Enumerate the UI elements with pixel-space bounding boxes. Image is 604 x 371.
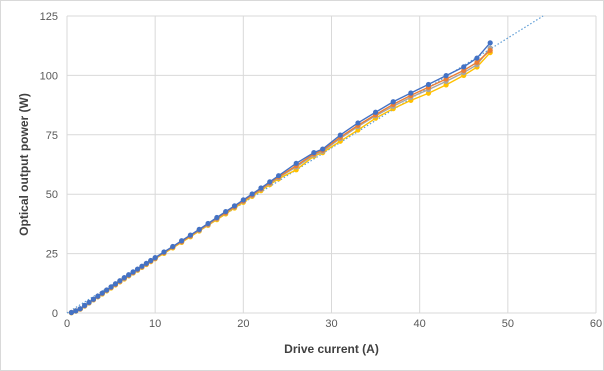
series-1-point	[249, 191, 255, 197]
series-1	[68, 40, 493, 316]
series-1-point	[461, 64, 467, 70]
y-tick-label-0: 0	[52, 308, 58, 320]
series-1-point	[337, 132, 343, 138]
x-tick-label-40: 40	[414, 318, 426, 330]
series-1-point	[187, 232, 194, 238]
series-4-point	[425, 90, 432, 96]
series-1-point	[355, 120, 361, 126]
trendline	[66, 15, 544, 314]
y-axis-ticks: 0 25 50 75 100 125	[40, 11, 58, 320]
x-axis-ticks: 0 10 20 30 40 50 60	[64, 318, 602, 330]
series-1-point	[425, 81, 432, 88]
y-tick-label-25: 25	[46, 249, 58, 261]
series-1-point	[223, 208, 229, 215]
y-axis-title: Optical output power (W)	[17, 93, 31, 236]
series-1-point	[77, 306, 83, 312]
y-tick-label-125: 125	[40, 11, 58, 23]
series-1-point	[117, 278, 123, 284]
series-1-point	[258, 185, 264, 191]
series-1-point	[240, 197, 246, 203]
series-1-point	[443, 73, 449, 79]
x-tick-label-30: 30	[325, 318, 337, 330]
series-1-point	[179, 238, 185, 244]
series-1-point	[112, 281, 119, 287]
series-1-point	[320, 146, 326, 152]
series-1-point	[231, 203, 238, 209]
series-1-point	[68, 309, 75, 316]
series-2-point	[461, 67, 467, 74]
series-1-point	[143, 260, 149, 266]
series-4-point	[355, 127, 361, 133]
series-1-point	[82, 302, 88, 308]
series-2-point	[474, 59, 480, 65]
x-tick-label-60: 60	[590, 318, 602, 330]
series-1-point	[390, 99, 396, 105]
x-tick-label-50: 50	[502, 318, 514, 330]
series-1-point	[408, 90, 414, 96]
series-4-point	[443, 82, 449, 88]
series-1-point	[293, 160, 299, 166]
series-1-point	[311, 150, 317, 156]
x-tick-label-20: 20	[237, 318, 249, 330]
series-1-point	[487, 40, 493, 46]
x-axis-title: Drive current (A)	[284, 342, 379, 356]
series-1-point	[104, 287, 110, 293]
y-tick-label-75: 75	[46, 130, 58, 142]
series-1-point	[139, 263, 145, 269]
series-1-point	[152, 255, 158, 261]
series-1-point	[170, 243, 176, 250]
series-1-point	[474, 55, 480, 61]
y-tick-label-50: 50	[46, 189, 58, 201]
series-1-point	[161, 249, 167, 255]
series-1-point	[95, 293, 101, 299]
x-tick-label-10: 10	[149, 318, 161, 330]
series-1-point	[121, 274, 127, 281]
series-1-point	[372, 109, 379, 115]
series-1-point	[99, 290, 105, 296]
series-1-point	[276, 173, 282, 179]
series-1-point	[73, 308, 79, 314]
series-1-point	[148, 257, 154, 264]
series-1-point	[196, 226, 202, 232]
series-1-point	[205, 220, 211, 227]
series-1-point	[267, 179, 273, 185]
series-1-point	[130, 269, 136, 275]
y-tick-label-100: 100	[40, 70, 58, 82]
trendline-layer	[66, 15, 544, 314]
gridlines	[66, 15, 597, 314]
series-layer	[68, 40, 493, 316]
series-1-point	[126, 272, 132, 278]
series-1-point	[134, 266, 141, 272]
series-1-point	[108, 284, 114, 290]
series-1-point	[214, 214, 220, 221]
series-1-point	[86, 299, 92, 305]
series-2-point	[487, 47, 493, 54]
x-tick-label-0: 0	[64, 318, 70, 330]
series-1-point	[90, 296, 97, 302]
